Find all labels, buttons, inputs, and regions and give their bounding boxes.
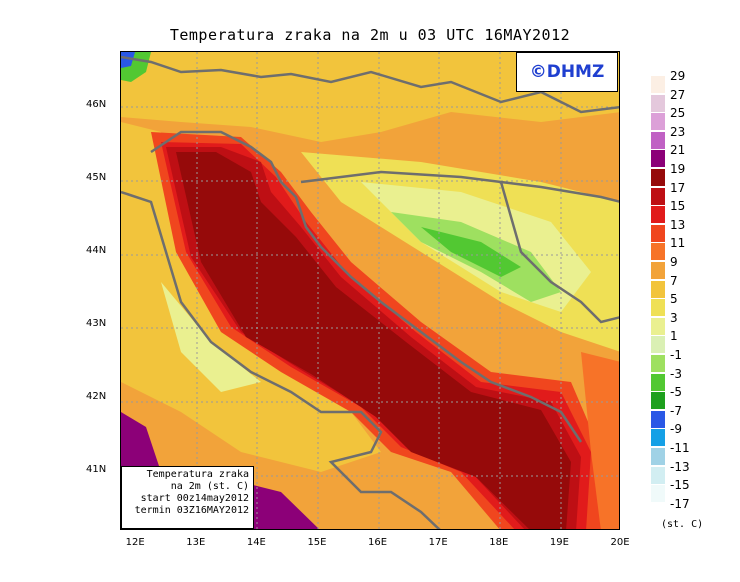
legend-units: (st. C) bbox=[661, 519, 704, 530]
adriatic-sea bbox=[176, 152, 571, 529]
legend-label: 13 bbox=[670, 217, 686, 232]
legend-swatch bbox=[651, 280, 665, 298]
legend-swatch bbox=[651, 410, 665, 428]
legend-swatch bbox=[651, 503, 665, 521]
coldest-highland bbox=[421, 227, 521, 277]
legend-label: -5 bbox=[670, 385, 682, 400]
legend-label: 19 bbox=[670, 162, 686, 176]
lon-tick-label: 20E bbox=[610, 537, 630, 548]
lon-tick-label: 17E bbox=[428, 537, 448, 548]
lat-tick-label: 44N bbox=[86, 245, 107, 257]
legend-label: -13 bbox=[670, 459, 690, 474]
east-warm-zone bbox=[581, 352, 619, 529]
legend-label: 17 bbox=[670, 180, 686, 195]
legend-swatch bbox=[651, 355, 665, 372]
legend-label: -1 bbox=[670, 348, 682, 362]
legend-label: -17 bbox=[670, 496, 690, 511]
coastlines bbox=[121, 55, 619, 529]
map-canvas bbox=[121, 52, 619, 529]
apennine-cool bbox=[161, 282, 261, 392]
legend-swatch bbox=[651, 336, 665, 354]
legend-label: 27 bbox=[670, 87, 686, 102]
nw-coldest-patch bbox=[121, 52, 135, 68]
legend-swatch bbox=[651, 373, 665, 391]
lon-tick-label: 18E bbox=[489, 537, 509, 548]
legend-label: 29 bbox=[670, 69, 686, 83]
legend-swatch bbox=[651, 187, 665, 205]
legend-label: 25 bbox=[670, 106, 686, 121]
legend-label: -11 bbox=[670, 441, 690, 455]
legend-label: 9 bbox=[670, 255, 678, 269]
legend-swatch bbox=[651, 392, 665, 410]
italy-zone bbox=[121, 122, 381, 472]
info-line-level: na 2m (st. C) bbox=[170, 481, 249, 492]
lon-tick-label: 19E bbox=[549, 537, 569, 548]
legend-swatch bbox=[651, 299, 665, 317]
dhmz-logo: ©DHMZ bbox=[516, 52, 618, 92]
legend-swatch bbox=[651, 243, 665, 261]
lon-tick-label: 12E bbox=[125, 537, 145, 548]
legend-label: 5 bbox=[670, 292, 678, 307]
legend-label: 11 bbox=[670, 236, 686, 251]
lon-tick-label: 14E bbox=[246, 537, 266, 548]
lon-tick-label: 15E bbox=[307, 537, 327, 548]
run-info-box: Temperatura zraka na 2m (st. C) start 00… bbox=[121, 466, 254, 529]
legend-swatch bbox=[651, 466, 665, 484]
legend-swatch bbox=[651, 206, 665, 224]
legend-swatch bbox=[651, 317, 665, 335]
legend-label: 1 bbox=[670, 329, 678, 344]
legend-swatch bbox=[651, 429, 665, 447]
legend-label: -15 bbox=[670, 478, 690, 493]
legend-swatch bbox=[651, 448, 665, 465]
legend-label: 3 bbox=[670, 310, 678, 325]
legend-swatch bbox=[651, 113, 665, 131]
legend-swatch bbox=[651, 150, 665, 168]
lon-tick-label: 16E bbox=[368, 537, 388, 548]
lat-tick-label: 45N bbox=[86, 171, 107, 183]
legend-label: -9 bbox=[670, 422, 682, 437]
legend-swatch bbox=[651, 262, 665, 279]
legend-label: 21 bbox=[670, 143, 686, 158]
lon-tick-label: 13E bbox=[186, 537, 206, 548]
legend-label: -7 bbox=[670, 403, 682, 418]
legend-label: -3 bbox=[670, 366, 682, 381]
graticule bbox=[121, 52, 619, 529]
lat-tick-label: 43N bbox=[86, 318, 107, 330]
lat-tick-label: 46N bbox=[86, 98, 107, 110]
legend-swatch bbox=[651, 94, 665, 112]
legend-swatch bbox=[651, 76, 665, 93]
legend-label: 7 bbox=[670, 273, 678, 288]
temperature-map bbox=[120, 51, 620, 530]
legend-swatch bbox=[651, 169, 665, 186]
legend-label: 15 bbox=[670, 199, 686, 214]
map-title: Temperatura zraka na 2m u 03 UTC 16MAY20… bbox=[169, 26, 571, 44]
legend-swatch bbox=[651, 131, 665, 149]
legend-label: 23 bbox=[670, 124, 686, 139]
legend-swatch bbox=[651, 224, 665, 242]
s-hot-patch bbox=[241, 482, 319, 529]
lat-tick-label: 42N bbox=[86, 391, 107, 403]
info-line-valid: termin 03Z16MAY2012 bbox=[134, 505, 249, 516]
lat-tick-label: 41N bbox=[86, 464, 107, 476]
info-line-start: start 00z14may2012 bbox=[140, 493, 249, 504]
legend-swatch bbox=[651, 485, 665, 503]
info-line-variable: Temperatura zraka bbox=[146, 469, 249, 480]
